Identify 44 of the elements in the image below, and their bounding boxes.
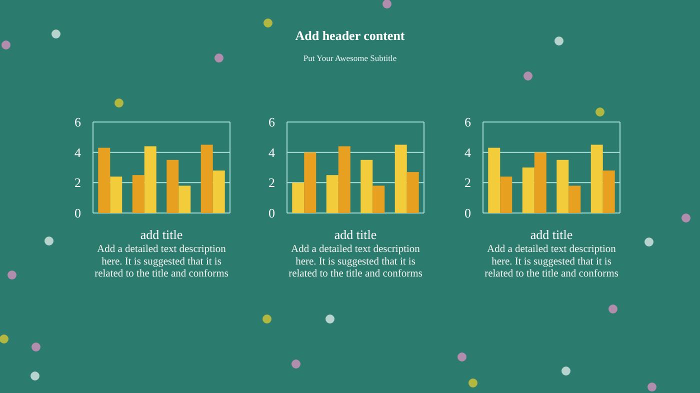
y-tick-label: 2 xyxy=(268,175,275,190)
bar xyxy=(166,160,179,213)
y-tick-label: 0 xyxy=(74,206,81,221)
bar xyxy=(326,175,338,213)
bar xyxy=(212,170,225,213)
bar xyxy=(144,146,156,213)
bar xyxy=(292,182,304,213)
bar xyxy=(590,144,603,213)
text: Put Your Awesome Subtitle xyxy=(303,53,397,63)
y-tick-label: 4 xyxy=(74,144,82,160)
y-tick-label: 0 xyxy=(268,206,275,221)
text: Add header content xyxy=(295,28,406,43)
y-tick-label: 6 xyxy=(74,114,82,130)
bar xyxy=(132,175,144,213)
bar xyxy=(500,176,512,213)
text: Add a detailed text description here. It is suggested that it is related to the title and conforms xyxy=(288,244,422,280)
bar xyxy=(534,152,546,213)
text: add title xyxy=(334,227,377,242)
text: Add a detailed text description here. It is suggested that it is related to the title and conforms xyxy=(484,244,618,280)
y-tick-label: 4 xyxy=(268,144,276,160)
bar xyxy=(110,176,122,213)
bar xyxy=(522,168,534,213)
y-tick-label: 4 xyxy=(464,144,472,160)
bar xyxy=(568,186,581,213)
bar xyxy=(602,170,615,213)
y-tick-label: 2 xyxy=(464,175,471,190)
text: add title xyxy=(530,227,573,242)
y-tick-label: 0 xyxy=(464,206,471,221)
bar xyxy=(304,152,316,213)
y-tick-label: 2 xyxy=(74,175,81,190)
bar xyxy=(178,186,191,213)
bar xyxy=(338,146,350,213)
bar xyxy=(406,172,419,213)
bar xyxy=(372,186,385,213)
bar xyxy=(98,148,110,213)
bar xyxy=(556,160,569,213)
bar xyxy=(200,144,213,213)
bar xyxy=(360,160,373,213)
y-tick-label: 6 xyxy=(268,114,276,130)
text: add title xyxy=(140,227,183,242)
bar xyxy=(394,144,407,213)
text: Add a detailed text description here. It is suggested that it is related to the title and conforms xyxy=(94,244,228,280)
y-tick-label: 6 xyxy=(464,114,472,130)
bar xyxy=(488,148,500,213)
